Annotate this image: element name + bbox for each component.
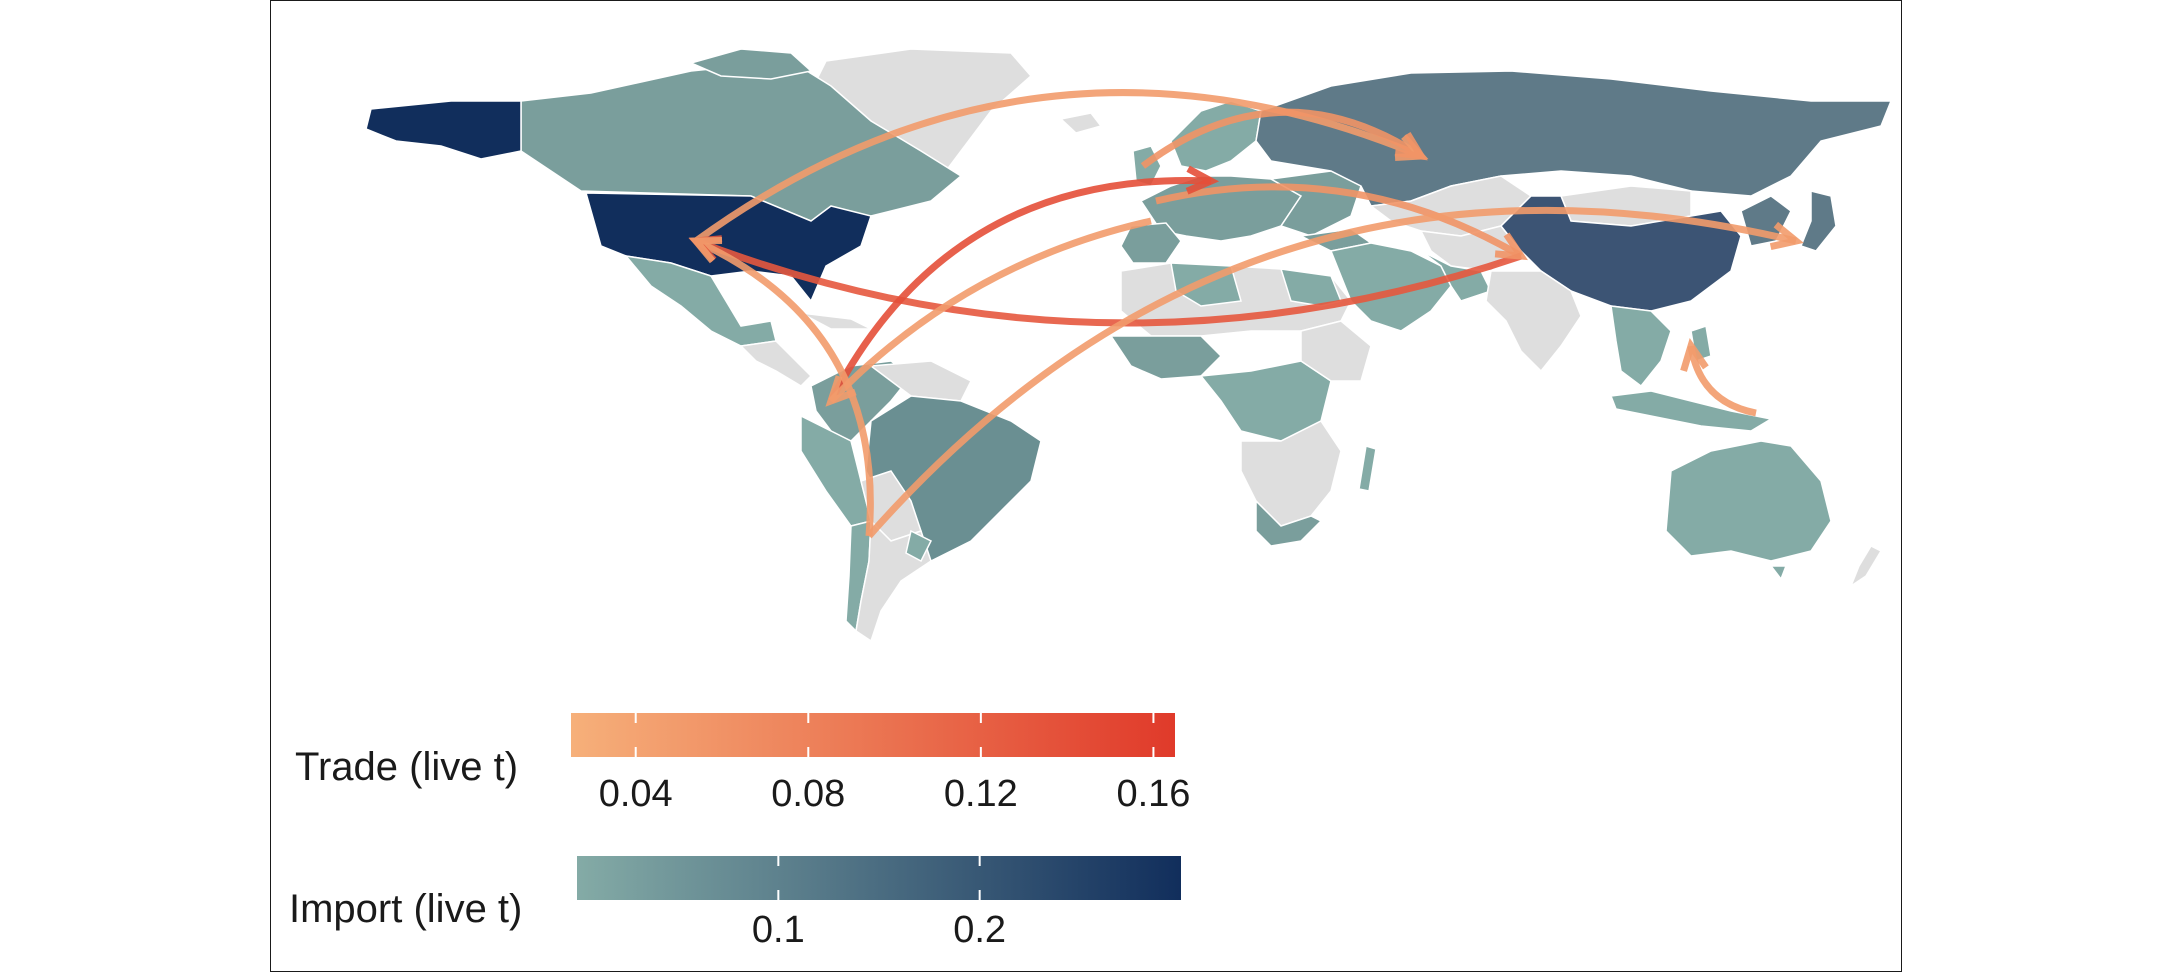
trade-tick-label: 0.08 bbox=[771, 773, 846, 815]
trade-flow-indonesia-philippines bbox=[1687, 345, 1757, 417]
country-china bbox=[1499, 195, 1742, 312]
trade-tick-label: 0.12 bbox=[943, 773, 1018, 815]
country-iceland bbox=[1059, 112, 1103, 134]
country-mexico bbox=[624, 254, 777, 347]
trade-flow-spain-colombia bbox=[828, 217, 1152, 404]
country-west-africa bbox=[1109, 335, 1223, 380]
import-tick-label: 0.1 bbox=[751, 909, 805, 951]
world-map bbox=[365, 48, 1893, 900]
country-middle-east bbox=[1329, 242, 1452, 332]
map-panel: Trade (live t) Import (live t) 0.04 0.08… bbox=[270, 0, 1902, 972]
trade-flow-arrowhead bbox=[1680, 338, 1709, 372]
trade-flow-arrowhead bbox=[1394, 131, 1428, 161]
country-new-zealand bbox=[1849, 545, 1883, 588]
trade-flow-chile-usa bbox=[694, 237, 874, 537]
country-uruguay bbox=[905, 529, 933, 563]
import-legend-title: Import (live t) bbox=[289, 887, 523, 931]
trade-flow-arrowhead bbox=[1769, 221, 1804, 251]
country-tasmania bbox=[1769, 565, 1788, 581]
trade-flow-france-china bbox=[1155, 183, 1523, 260]
trade-tick-label: 0.16 bbox=[1116, 773, 1191, 815]
trade-flow-arrowhead bbox=[1494, 232, 1528, 261]
trade-flow-arrowhead bbox=[1185, 165, 1220, 195]
country-australia bbox=[1665, 440, 1832, 562]
trade-tick-label: 0.04 bbox=[598, 773, 673, 815]
trade-flow-arrowhead bbox=[688, 236, 723, 264]
country-canada-islands bbox=[688, 48, 813, 80]
trade-flow-arrowhead bbox=[825, 375, 857, 407]
country-central-america bbox=[739, 340, 813, 387]
country-japan bbox=[1800, 190, 1837, 252]
trade-flow-colombia-germany bbox=[827, 176, 1212, 403]
country-madagascar bbox=[1358, 445, 1377, 492]
country-south-africa bbox=[1255, 499, 1323, 547]
country-southern-africa bbox=[1240, 420, 1342, 527]
country-indonesia bbox=[1609, 390, 1774, 432]
trade-flow-chile-japan bbox=[866, 206, 1797, 539]
trade-flow-usa-russia bbox=[693, 89, 1423, 244]
import-colorbar bbox=[577, 856, 1181, 900]
country-spain bbox=[1120, 222, 1182, 264]
country-russia bbox=[1255, 70, 1893, 207]
country-east-africa bbox=[1300, 320, 1372, 382]
country-southeast-asia bbox=[1610, 305, 1672, 388]
trade-colorbar bbox=[571, 713, 1175, 757]
country-alaska bbox=[365, 100, 522, 160]
trade-flow-china-usa bbox=[694, 237, 1523, 327]
trade-flow-uk-russia bbox=[1140, 108, 1423, 169]
trade-legend-title: Trade (live t) bbox=[295, 745, 519, 789]
country-india bbox=[1485, 270, 1582, 373]
country-cuba bbox=[800, 312, 872, 330]
import-tick-label: 0.2 bbox=[953, 909, 1007, 951]
